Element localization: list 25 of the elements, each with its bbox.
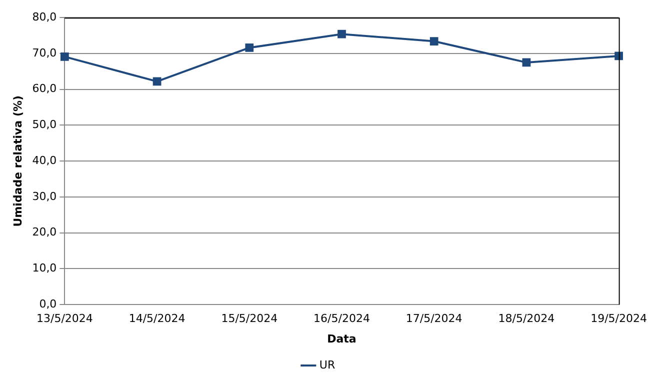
x-tick-label: 16/5/2024	[314, 312, 370, 326]
y-tick-label: 80,0	[32, 10, 57, 24]
x-tick-label: 14/5/2024	[128, 312, 186, 326]
point	[338, 30, 346, 38]
point	[245, 44, 254, 52]
x-tick-label: 13/5/2024	[36, 312, 93, 326]
y-tick-label: 10,0	[32, 262, 57, 275]
y-tick-label: 20,0	[32, 226, 57, 239]
point	[522, 58, 531, 67]
point	[152, 77, 162, 86]
y-axis-title: Umidade relativa (%)	[11, 95, 24, 227]
x-axis-title: Data	[327, 332, 356, 346]
x-tick-label: 15/5/2024	[221, 312, 278, 326]
point	[614, 52, 623, 60]
y-tick-label: 70,0	[32, 46, 57, 60]
legend-label: UR	[319, 358, 336, 372]
y-tick-label: 60,0	[32, 82, 57, 96]
x-tick-label: 19/5/2024	[590, 312, 647, 326]
y-tick-label: 0,0	[39, 297, 57, 310]
y-tick-label: 40,0	[32, 154, 57, 167]
x-tick-label: 17/5/2024	[406, 312, 462, 326]
y-tick-label: 50,0	[32, 118, 57, 132]
point	[430, 37, 438, 46]
y-tick-label: 30,0	[32, 190, 57, 203]
x-tick-label: 18/5/2024	[498, 312, 555, 326]
